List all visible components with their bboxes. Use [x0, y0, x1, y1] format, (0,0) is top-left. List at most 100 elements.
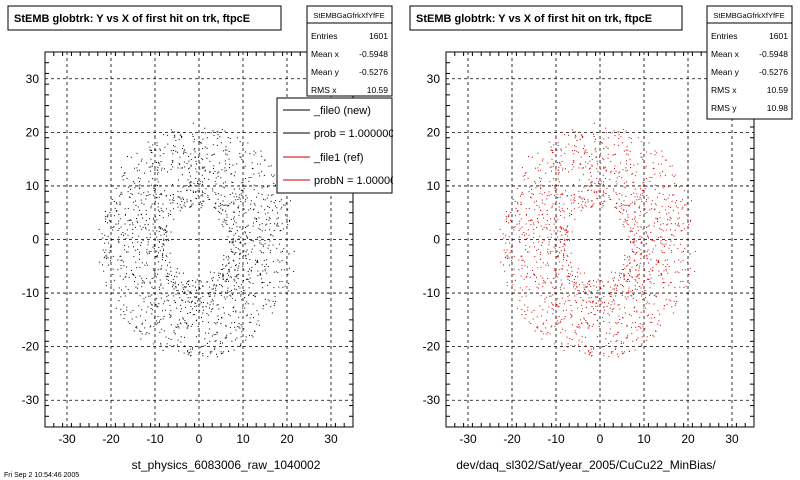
scatter-point [564, 240, 566, 241]
scatter-point [202, 159, 204, 161]
scatter-point [624, 351, 626, 353]
scatter-point [557, 162, 559, 163]
scatter-point [154, 221, 156, 223]
scatter-point [525, 223, 527, 225]
scatter-point [654, 208, 656, 210]
scatter-point [599, 188, 601, 190]
scatter-point [634, 196, 636, 198]
scatter-point [217, 138, 219, 139]
scatter-point [548, 141, 550, 143]
scatter-point [124, 208, 126, 210]
scatter-point [244, 303, 246, 305]
scatter-point [244, 297, 246, 299]
scatter-point [624, 254, 626, 256]
scatter-point [138, 253, 140, 255]
scatter-point [137, 241, 139, 243]
scatter-point [596, 177, 598, 179]
scatter-point [566, 269, 568, 271]
scatter-point [594, 149, 596, 151]
scatter-point [146, 332, 148, 333]
scatter-point [541, 242, 543, 244]
scatter-point [569, 338, 571, 339]
scatter-point [247, 278, 249, 280]
scatter-point [599, 287, 601, 288]
scatter-point [265, 213, 266, 215]
scatter-point [624, 307, 625, 309]
scatter-point [182, 148, 183, 149]
scatter-point [167, 134, 169, 136]
scatter-point [224, 149, 226, 151]
scatter-point [628, 290, 630, 292]
scatter-point [120, 267, 122, 269]
scatter-point [564, 238, 566, 240]
scatter-point [642, 331, 644, 333]
scatter-point [153, 217, 154, 219]
scatter-point [124, 172, 126, 174]
scatter-point [604, 301, 605, 303]
scatter-point [644, 212, 646, 214]
scatter-point [521, 296, 523, 298]
scatter-point [617, 285, 619, 287]
scatter-point [629, 257, 631, 259]
scatter-point [558, 273, 560, 275]
scatter-point [621, 323, 623, 324]
scatter-point [268, 238, 270, 240]
scatter-point [633, 192, 635, 194]
scatter-point [178, 293, 180, 295]
scatter-point [209, 160, 211, 162]
scatter-point [164, 309, 166, 311]
scatter-point [199, 152, 201, 154]
scatter-point [253, 184, 255, 186]
scatter-point [149, 218, 150, 220]
scatter-point [270, 200, 272, 202]
scatter-point [190, 200, 192, 202]
scatter-point [230, 327, 231, 329]
stats-label: RMS x [311, 85, 337, 95]
scatter-point [651, 270, 653, 272]
scatter-point [204, 193, 206, 194]
scatter-point [566, 336, 568, 338]
scatter-point [634, 260, 636, 262]
scatter-point [133, 274, 134, 275]
scatter-point [150, 149, 152, 151]
scatter-point [572, 274, 573, 276]
scatter-point [662, 193, 664, 195]
scatter-point [198, 309, 200, 311]
scatter-point [179, 297, 181, 299]
scatter-point [131, 318, 133, 320]
scatter-point [259, 229, 261, 230]
scatter-point [652, 334, 654, 336]
scatter-point [142, 217, 144, 219]
scatter-point [536, 249, 538, 251]
scatter-point [102, 264, 103, 266]
scatter-point [215, 284, 217, 286]
scatter-point [151, 313, 153, 315]
scatter-point [628, 278, 629, 280]
scatter-point [503, 249, 505, 251]
scatter-point [661, 236, 663, 238]
scatter-point [664, 174, 666, 176]
scatter-point [537, 326, 539, 328]
scatter-point [117, 223, 119, 225]
scatter-point [657, 237, 659, 239]
scatter-point [666, 259, 668, 261]
scatter-point [579, 139, 581, 141]
scatter-point [163, 316, 165, 317]
scatter-point [565, 146, 567, 148]
scatter-point [685, 204, 687, 206]
scatter-point [227, 137, 229, 138]
scatter-point [173, 295, 175, 297]
scatter-point [161, 167, 163, 169]
scatter-point [667, 272, 669, 274]
scatter-point [622, 317, 623, 318]
scatter-point [548, 306, 550, 308]
scatter-point [141, 323, 143, 325]
scatter-point [651, 321, 653, 323]
scatter-point [555, 271, 557, 273]
scatter-point [161, 265, 163, 267]
scatter-point [207, 355, 209, 357]
stats-label: Entries [711, 31, 737, 41]
scatter-point [117, 269, 119, 271]
scatter-point [156, 236, 158, 238]
scatter-point [200, 195, 202, 197]
